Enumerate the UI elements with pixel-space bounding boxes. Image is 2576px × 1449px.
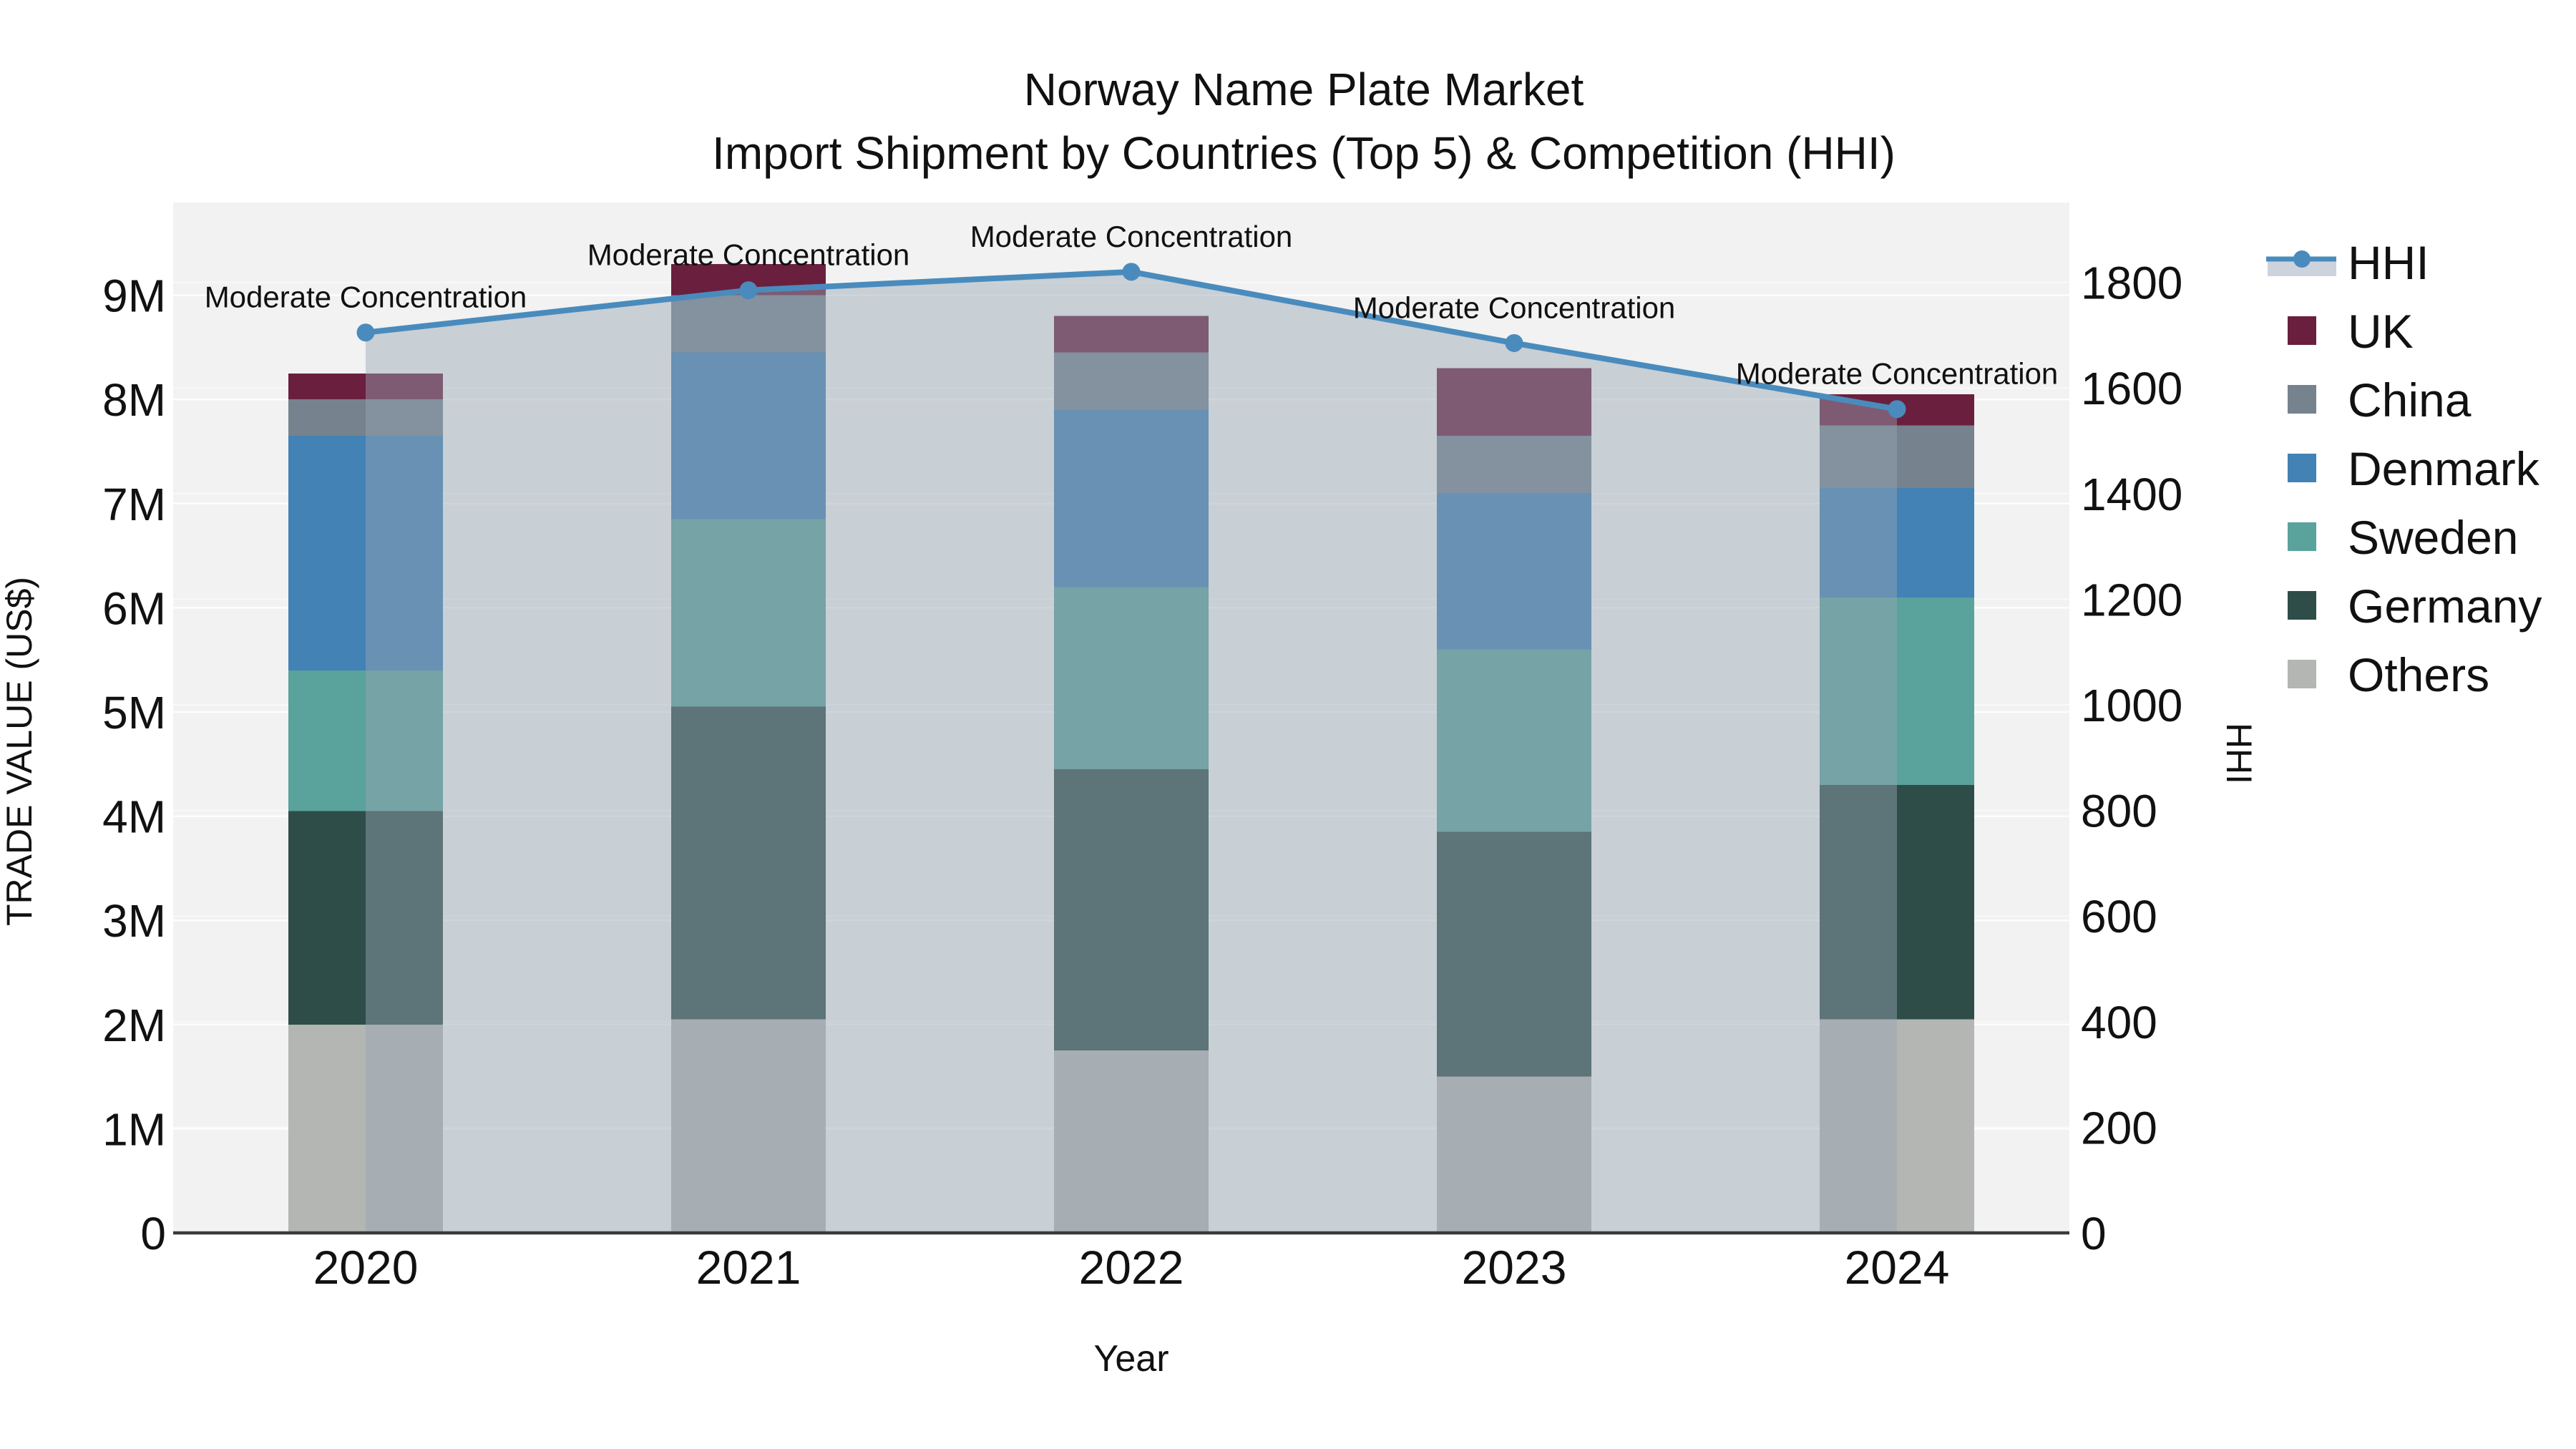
y-tick-label-left: 2M xyxy=(102,1000,166,1051)
y-tick-label-right: 0 xyxy=(2081,1208,2107,1259)
chart-subtitle: Import Shipment by Countries (Top 5) & C… xyxy=(712,127,1896,179)
bar-segment-sweden-2023[interactable] xyxy=(1437,649,1591,832)
bar-segment-others-2023[interactable] xyxy=(1437,1076,1591,1233)
bar-segment-others-2021[interactable] xyxy=(671,1019,826,1233)
hhi-marker-2021[interactable] xyxy=(739,281,758,300)
y-tick-label-right: 1200 xyxy=(2081,574,2182,625)
legend-swatch-china xyxy=(2288,385,2316,414)
y-axis-title-left: TRADE VALUE (US$) xyxy=(0,577,39,926)
x-tick-label-2021: 2021 xyxy=(696,1241,801,1294)
annotation-2021: Moderate Concentration xyxy=(587,238,910,272)
legend-swatch-others xyxy=(2288,660,2316,688)
legend-label-denmark: Denmark xyxy=(2348,442,2540,495)
y-tick-label-left: 7M xyxy=(102,479,166,530)
y-tick-label-left: 1M xyxy=(102,1103,166,1155)
y-tick-label-right: 600 xyxy=(2081,891,2157,942)
bar-segment-denmark-2021[interactable] xyxy=(671,352,826,519)
hhi-area xyxy=(366,271,1897,1234)
legend-swatch-uk xyxy=(2288,316,2316,345)
bar-segment-germany-2023[interactable] xyxy=(1437,831,1591,1077)
bar-segment-others-2024[interactable] xyxy=(1820,1019,1974,1233)
y-tick-label-left: 8M xyxy=(102,374,166,426)
bar-series xyxy=(288,263,1974,1233)
legend-item-germany[interactable]: Germany xyxy=(2288,580,2542,633)
bar-segment-others-2020[interactable] xyxy=(288,1024,443,1233)
bar-segment-others-2022[interactable] xyxy=(1054,1050,1209,1233)
x-tick-label-2022: 2022 xyxy=(1079,1241,1184,1294)
legend-item-denmark[interactable]: Denmark xyxy=(2288,442,2540,495)
y-tick-label-left: 5M xyxy=(102,687,166,738)
y-tick-label-left: 3M xyxy=(102,895,166,947)
y-tick-label-right: 800 xyxy=(2081,786,2157,837)
chart-title: Norway Name Plate Market xyxy=(1024,64,1584,115)
legend-item-others[interactable]: Others xyxy=(2288,648,2489,701)
bar-segment-china-2024[interactable] xyxy=(1820,425,1974,488)
legend-hhi-area-swatch xyxy=(2268,260,2336,276)
legend-item-uk[interactable]: UK xyxy=(2288,305,2414,358)
x-tick-label-2020: 2020 xyxy=(313,1241,419,1294)
legend-item-china[interactable]: China xyxy=(2288,374,2472,426)
bar-segment-germany-2024[interactable] xyxy=(1820,784,1974,1020)
bar-segment-china-2020[interactable] xyxy=(288,399,443,436)
y-tick-label-right: 1400 xyxy=(2081,469,2182,520)
y-tick-label-left: 9M xyxy=(102,270,166,322)
hhi-marker-2023[interactable] xyxy=(1505,333,1523,352)
legend-swatch-denmark xyxy=(2288,454,2316,482)
legend-hhi-marker-swatch xyxy=(2293,250,2311,268)
bar-segment-uk-2022[interactable] xyxy=(1054,316,1209,353)
y-tick-label-right: 200 xyxy=(2081,1102,2157,1153)
legend-label-germany: Germany xyxy=(2348,580,2542,633)
y-tick-label-left: 6M xyxy=(102,582,166,634)
bar-segment-denmark-2023[interactable] xyxy=(1437,493,1591,650)
bar-segment-sweden-2021[interactable] xyxy=(671,519,826,707)
x-tick-label-2023: 2023 xyxy=(1462,1241,1567,1294)
y-tick-label-right: 1600 xyxy=(2081,363,2182,414)
bar-segment-china-2021[interactable] xyxy=(671,295,826,353)
legend-label-sweden: Sweden xyxy=(2348,511,2519,564)
tick-labels: 0 1M 2M 3M 4M 5M 6M 7M 8M 9M 0 200 400 600 800 1000 1200… xyxy=(102,258,2182,1294)
legend-label-hhi: HHI xyxy=(2348,236,2429,289)
hhi-line-layer xyxy=(356,263,1906,419)
bar-segment-uk-2023[interactable] xyxy=(1437,368,1591,436)
y-axis-title-right: HHI xyxy=(2219,723,2259,784)
legend-label-uk: UK xyxy=(2348,305,2414,358)
legend-label-others: Others xyxy=(2348,648,2489,701)
bar-segment-uk-2020[interactable] xyxy=(288,373,443,400)
hhi-area-layer xyxy=(366,271,1897,1234)
legend-item-hhi[interactable]: HHI xyxy=(2266,236,2429,289)
bar-segment-sweden-2020[interactable] xyxy=(288,670,443,811)
bar-segment-germany-2021[interactable] xyxy=(671,706,826,1020)
legend: HHI UK China Denmark Sweden Germany Others xyxy=(2266,236,2542,701)
bar-segment-china-2022[interactable] xyxy=(1054,352,1209,410)
annotation-2024: Moderate Concentration xyxy=(1736,357,2059,391)
bar-segment-sweden-2022[interactable] xyxy=(1054,587,1209,770)
annotation-2023: Moderate Concentration xyxy=(1353,291,1676,324)
hhi-marker-2022[interactable] xyxy=(1122,263,1141,281)
annotation-2020: Moderate Concentration xyxy=(205,280,527,314)
x-tick-label-2024: 2024 xyxy=(1845,1241,1950,1294)
bar-segment-sweden-2024[interactable] xyxy=(1820,597,1974,785)
legend-label-china: China xyxy=(2348,374,2472,426)
bar-segment-china-2023[interactable] xyxy=(1437,436,1591,494)
bar-segment-germany-2022[interactable] xyxy=(1054,769,1209,1051)
y-tick-label-left: 4M xyxy=(102,791,166,843)
y-tick-label-right: 400 xyxy=(2081,997,2157,1048)
annotation-2022: Moderate Concentration xyxy=(970,220,1293,253)
hhi-marker-2024[interactable] xyxy=(1888,400,1906,419)
bar-segment-denmark-2020[interactable] xyxy=(288,436,443,670)
y-tick-label-left: 0 xyxy=(140,1208,166,1259)
y-tick-label-right: 1800 xyxy=(2081,258,2182,309)
bar-segment-denmark-2022[interactable] xyxy=(1054,409,1209,587)
bar-segment-denmark-2024[interactable] xyxy=(1820,487,1974,597)
annotations: Moderate Concentration Moderate Concentra… xyxy=(205,220,2059,391)
legend-item-sweden[interactable]: Sweden xyxy=(2288,511,2519,564)
legend-swatch-sweden xyxy=(2288,522,2316,551)
hhi-marker-2020[interactable] xyxy=(356,323,375,342)
y-tick-label-right: 1000 xyxy=(2081,680,2182,731)
bar-segment-germany-2020[interactable] xyxy=(288,811,443,1025)
legend-swatch-germany xyxy=(2288,591,2316,620)
x-axis-title: Year xyxy=(1093,1338,1169,1380)
